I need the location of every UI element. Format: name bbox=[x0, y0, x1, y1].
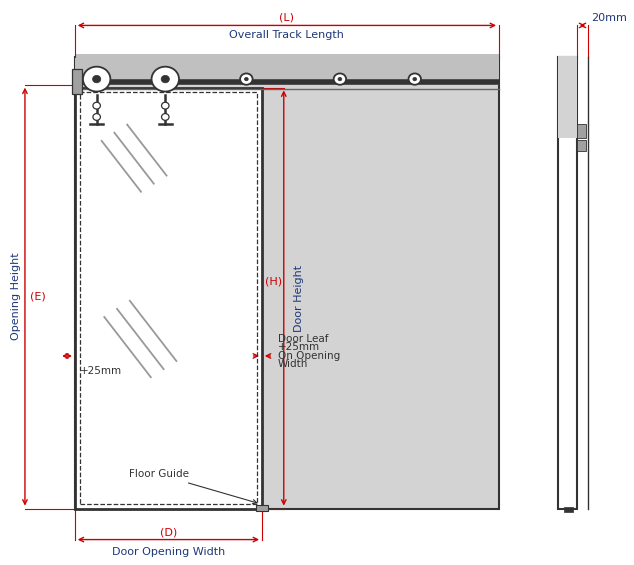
Bar bbox=[256, 505, 268, 511]
Text: Opening Height: Opening Height bbox=[11, 253, 20, 341]
Text: (H): (H) bbox=[265, 276, 282, 286]
Bar bbox=[72, 69, 82, 94]
Bar bbox=[577, 124, 586, 138]
Bar bbox=[558, 56, 577, 138]
Text: On Opening: On Opening bbox=[278, 351, 340, 361]
Bar bbox=[564, 507, 573, 512]
Text: (D): (D) bbox=[160, 528, 177, 538]
Text: (E): (E) bbox=[30, 292, 46, 302]
Text: Floor Guide: Floor Guide bbox=[129, 470, 257, 503]
Text: Width: Width bbox=[278, 359, 308, 370]
Bar bbox=[75, 54, 499, 85]
Circle shape bbox=[333, 73, 346, 85]
Text: +25mm: +25mm bbox=[80, 366, 122, 376]
Circle shape bbox=[152, 67, 179, 92]
Text: Door Opening Width: Door Opening Width bbox=[112, 547, 225, 558]
Circle shape bbox=[338, 77, 342, 81]
Circle shape bbox=[161, 75, 169, 83]
Text: Overall Track Length: Overall Track Length bbox=[230, 30, 344, 40]
Bar bbox=[75, 88, 262, 508]
Text: 20mm: 20mm bbox=[592, 12, 627, 23]
Circle shape bbox=[240, 73, 252, 85]
Circle shape bbox=[162, 102, 169, 109]
Bar bbox=[80, 92, 257, 504]
Circle shape bbox=[245, 77, 249, 81]
Text: Door Leaf: Door Leaf bbox=[278, 334, 328, 344]
Circle shape bbox=[83, 67, 110, 92]
Circle shape bbox=[93, 102, 100, 109]
Circle shape bbox=[408, 73, 421, 85]
Circle shape bbox=[413, 77, 417, 81]
Text: Door Height: Door Height bbox=[294, 264, 304, 332]
Text: +25mm: +25mm bbox=[278, 342, 320, 353]
Circle shape bbox=[93, 114, 100, 120]
Circle shape bbox=[93, 75, 101, 83]
Text: (L): (L) bbox=[280, 12, 294, 23]
Circle shape bbox=[162, 114, 169, 120]
Bar bbox=[577, 140, 586, 151]
Bar bbox=[75, 56, 499, 508]
Bar bbox=[558, 56, 577, 508]
